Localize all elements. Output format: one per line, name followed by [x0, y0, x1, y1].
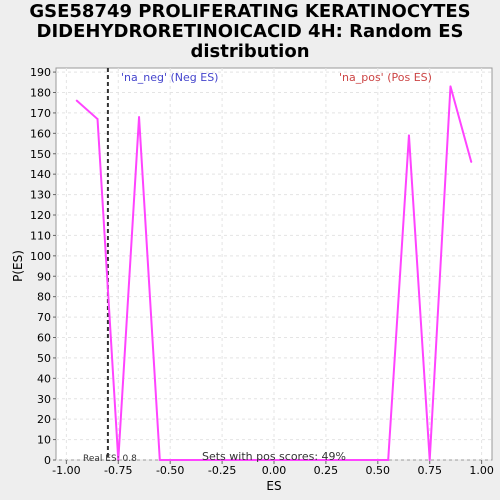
data-point [428, 459, 431, 461]
y-tick-label: 180 [30, 87, 51, 100]
grid-lines [56, 68, 492, 461]
data-point [366, 459, 369, 461]
x-tick-label: -0.75 [104, 464, 132, 477]
y-tick-label: 140 [30, 168, 51, 181]
y-tick-label: 40 [37, 372, 51, 385]
data-point [179, 459, 182, 461]
chart-title-line-3: distribution [190, 41, 310, 62]
data-point [262, 459, 265, 461]
real-es-label: Real ES: 0.8 [83, 454, 137, 464]
axis-ticks: 0 10 20 30 40 50 60 70 80 90 100 110 120 130 140 150 160… [30, 66, 494, 477]
y-tick-label: 160 [30, 127, 51, 140]
data-point [96, 118, 99, 121]
y-tick-label: 100 [30, 250, 51, 263]
data-point [345, 459, 348, 461]
data-point [158, 459, 161, 461]
x-tick-label: -1.00 [52, 464, 80, 477]
y-tick-label: 70 [37, 311, 51, 324]
x-tick-label: -0.25 [208, 464, 236, 477]
x-tick-label: -0.50 [156, 464, 184, 477]
pos-es-label: 'na_pos' (Pos ES) [339, 71, 432, 84]
y-tick-label: 150 [30, 148, 51, 161]
y-tick-label: 190 [30, 66, 51, 79]
chart-title-line-2: DIDEHYDRORETINOICACID 4H: Random ES [36, 21, 464, 42]
x-axis-label: ES [266, 479, 281, 493]
data-point [470, 160, 473, 163]
data-point [117, 459, 120, 461]
data-point [324, 459, 327, 461]
data-point [304, 459, 307, 461]
data-point [407, 134, 410, 137]
y-axis-label: P(ES) [11, 250, 25, 282]
y-tick-label: 110 [30, 229, 51, 242]
y-tick-label: 80 [37, 291, 51, 304]
data-point [200, 459, 203, 461]
y-tick-label: 50 [37, 352, 51, 365]
y-tick-label: 30 [37, 393, 51, 406]
es-distribution-line [76, 86, 473, 461]
data-point [449, 85, 452, 88]
y-tick-label: 90 [37, 270, 51, 283]
x-tick-label: 0.25 [314, 464, 339, 477]
data-point [241, 459, 244, 461]
y-tick-label: 10 [37, 434, 51, 447]
chart-title: GSE58749 PROLIFERATING KERATINOCYTES DID… [0, 2, 500, 62]
neg-es-label: 'na_neg' (Neg ES) [121, 71, 218, 84]
chart-title-line-1: GSE58749 PROLIFERATING KERATINOCYTES [29, 1, 471, 22]
y-tick-label: 20 [37, 413, 51, 426]
data-point [283, 459, 286, 461]
x-tick-label: 0.50 [366, 464, 391, 477]
y-tick-label: 0 [44, 454, 51, 467]
pos-scores-note: Sets with pos scores: 49% [202, 450, 346, 463]
x-tick-label: 0.75 [417, 464, 442, 477]
y-tick-label: 60 [37, 332, 51, 345]
data-point [387, 459, 390, 461]
data-point [138, 116, 141, 118]
data-point [75, 99, 78, 102]
data-points [75, 85, 473, 461]
y-tick-label: 130 [30, 189, 51, 202]
y-tick-label: 120 [30, 209, 51, 222]
y-tick-label: 170 [30, 107, 51, 120]
x-tick-label: 0.00 [262, 464, 287, 477]
x-tick-label: 1.00 [469, 464, 494, 477]
data-point [221, 459, 224, 461]
